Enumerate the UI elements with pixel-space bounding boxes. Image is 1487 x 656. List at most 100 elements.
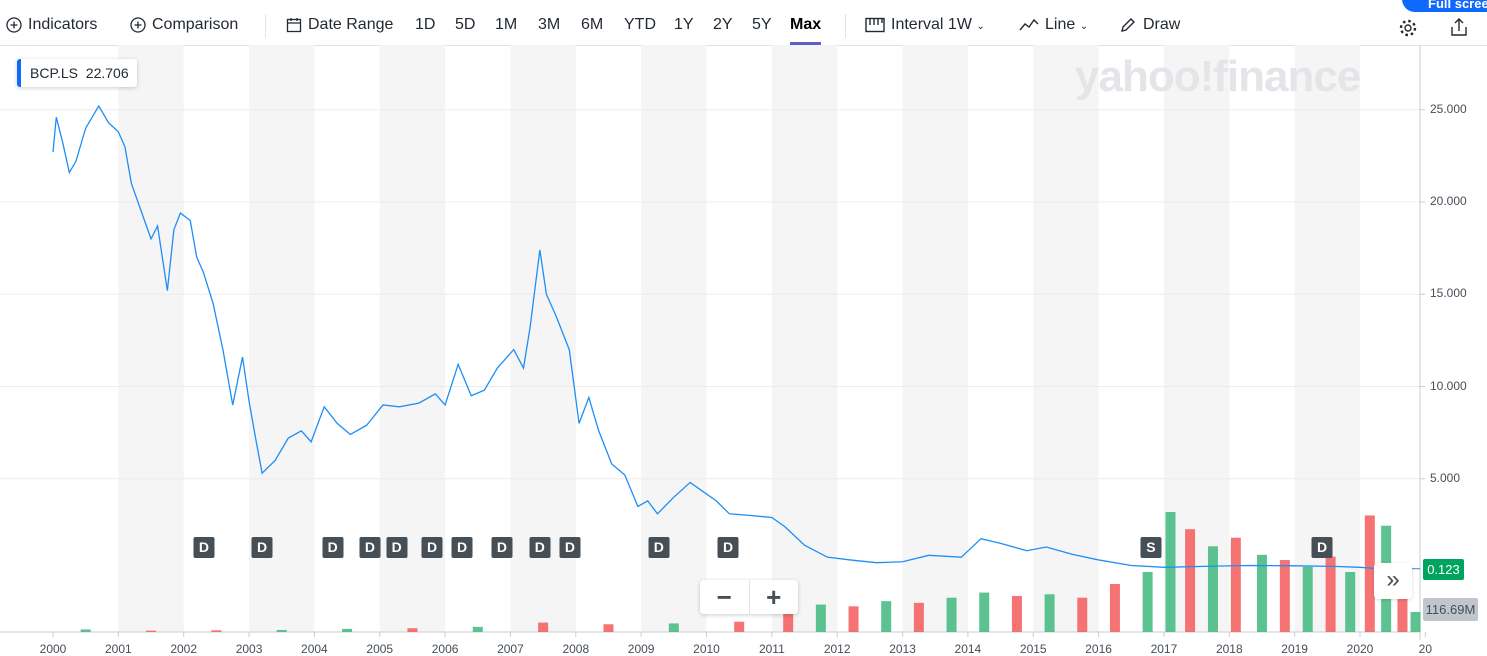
volume-bar bbox=[407, 628, 418, 632]
range-ytd[interactable]: YTD bbox=[624, 16, 656, 33]
volume-bar bbox=[913, 602, 924, 632]
full-screen-button[interactable]: Full screen bbox=[1402, 0, 1487, 12]
share-icon[interactable] bbox=[1450, 17, 1468, 37]
scroll-to-latest-button[interactable]: » bbox=[1374, 563, 1412, 599]
x-tick-label: 2012 bbox=[823, 642, 851, 656]
x-tick-label: 2005 bbox=[366, 642, 394, 656]
y-tick-label: 25.000 bbox=[1430, 101, 1467, 116]
yahoo-finance-watermark: yahoo!finance bbox=[1075, 52, 1361, 101]
range-1m[interactable]: 1M bbox=[495, 16, 518, 33]
volume-bar bbox=[848, 606, 859, 632]
calendar-icon bbox=[286, 17, 302, 32]
dividend-marker[interactable]: D bbox=[491, 537, 513, 558]
dividend-marker[interactable]: D bbox=[421, 537, 443, 558]
price-line bbox=[52, 104, 1413, 570]
x-tick-label: 2002 bbox=[170, 642, 198, 656]
volume-bar bbox=[1185, 529, 1196, 632]
x-tick-label: 2020 bbox=[1346, 642, 1374, 656]
comparison-button[interactable]: Comparison bbox=[130, 14, 238, 36]
dividend-marker[interactable]: D bbox=[451, 537, 473, 558]
dividend-marker[interactable]: D bbox=[648, 537, 670, 558]
x-tick-label: 2003 bbox=[235, 642, 263, 656]
x-tick-label: 2009 bbox=[627, 642, 655, 656]
range-6m[interactable]: 6M bbox=[581, 16, 604, 33]
gear-icon[interactable] bbox=[1398, 18, 1418, 38]
dividend-marker[interactable]: D bbox=[386, 537, 408, 558]
divider bbox=[265, 14, 266, 38]
zoom-controls: − + bbox=[700, 580, 798, 614]
y-tick-label: 15.000 bbox=[1430, 286, 1467, 301]
x-tick-label: 2001 bbox=[104, 642, 132, 656]
interval-icon bbox=[865, 17, 885, 32]
year-band bbox=[379, 45, 446, 632]
price-chart[interactable] bbox=[0, 45, 1487, 655]
x-tick-label: 2017 bbox=[1150, 642, 1178, 656]
zoom-out-button[interactable]: − bbox=[716, 582, 732, 612]
year-band bbox=[902, 45, 968, 632]
pencil-icon bbox=[1121, 17, 1135, 32]
range-1y[interactable]: 1Y bbox=[674, 16, 694, 33]
zoom-in-button[interactable]: + bbox=[748, 580, 799, 614]
volume-bar bbox=[472, 626, 483, 632]
volume-bar bbox=[815, 604, 826, 632]
volume-bar bbox=[1279, 560, 1290, 632]
draw-button[interactable]: Draw bbox=[1119, 14, 1180, 36]
dividend-marker[interactable]: D bbox=[717, 537, 739, 558]
x-tick-label: 2011 bbox=[758, 642, 785, 656]
x-tick-label: 2018 bbox=[1215, 642, 1243, 656]
volume-bar bbox=[1397, 566, 1408, 632]
range-3m[interactable]: 3M bbox=[538, 16, 561, 33]
x-tick-label: 2010 bbox=[693, 642, 720, 656]
volume-bar bbox=[1142, 572, 1153, 632]
plus-circle-icon bbox=[130, 17, 146, 33]
chart-type-dropdown[interactable]: Line ⌄ bbox=[1019, 14, 1088, 38]
dividend-marker[interactable]: D bbox=[322, 537, 344, 558]
year-band bbox=[1294, 45, 1360, 632]
y-tick-label: 20.000 bbox=[1430, 194, 1467, 208]
range-max[interactable]: Max bbox=[790, 14, 822, 45]
range-5y[interactable]: 5Y bbox=[752, 16, 772, 33]
range-1d[interactable]: 1D bbox=[415, 16, 436, 33]
volume-bar bbox=[1302, 566, 1313, 632]
x-tick-label: 2000 bbox=[39, 642, 67, 656]
volume-bar bbox=[668, 623, 679, 632]
x-tick-label: 2016 bbox=[1085, 642, 1112, 656]
volume-bar bbox=[211, 630, 222, 632]
dividend-marker[interactable]: D bbox=[1311, 537, 1333, 558]
volume-bar bbox=[1410, 612, 1421, 632]
dividend-marker[interactable]: D bbox=[359, 537, 381, 558]
interval-dropdown[interactable]: Interval 1W ⌄ bbox=[865, 14, 985, 38]
chart-toolbar: Indicators Comparison Date Range 1D 5D 1… bbox=[0, 0, 1487, 46]
year-band bbox=[249, 45, 315, 632]
year-band bbox=[641, 45, 707, 632]
year-band bbox=[771, 45, 838, 632]
dividend-marker[interactable]: D bbox=[559, 537, 581, 558]
volume-bar bbox=[979, 592, 990, 632]
volume-bar bbox=[946, 597, 957, 632]
volume-bar bbox=[1364, 515, 1375, 632]
volume-bar bbox=[1165, 512, 1176, 632]
volume-bar bbox=[1345, 572, 1356, 632]
x-tick-label: 2006 bbox=[431, 642, 459, 656]
range-5d[interactable]: 5D bbox=[455, 16, 476, 33]
y-tick-label: 10.000 bbox=[1430, 378, 1467, 393]
indicators-button[interactable]: Indicators bbox=[6, 14, 97, 36]
year-band bbox=[1033, 45, 1099, 632]
dividend-marker[interactable]: D bbox=[193, 537, 215, 558]
x-tick-label: 20 bbox=[1418, 642, 1433, 656]
x-tick-label: 2004 bbox=[301, 642, 328, 656]
volume-bar bbox=[734, 621, 745, 632]
volume-bar bbox=[276, 629, 287, 632]
dividend-marker[interactable]: D bbox=[251, 537, 273, 558]
last-volume-tag: 116.69M bbox=[1423, 598, 1478, 621]
x-tick-label: 2019 bbox=[1281, 642, 1308, 656]
volume-bar bbox=[603, 624, 614, 632]
volume-bar bbox=[1207, 546, 1218, 632]
date-range-button[interactable]: Date Range bbox=[286, 14, 393, 36]
volume-bar bbox=[1230, 537, 1241, 632]
volume-bar bbox=[1325, 556, 1336, 632]
dividend-marker[interactable]: D bbox=[529, 537, 551, 558]
split-marker[interactable]: S bbox=[1140, 537, 1162, 558]
last-price-tag: 0.123 bbox=[1423, 559, 1464, 580]
range-2y[interactable]: 2Y bbox=[713, 16, 733, 33]
